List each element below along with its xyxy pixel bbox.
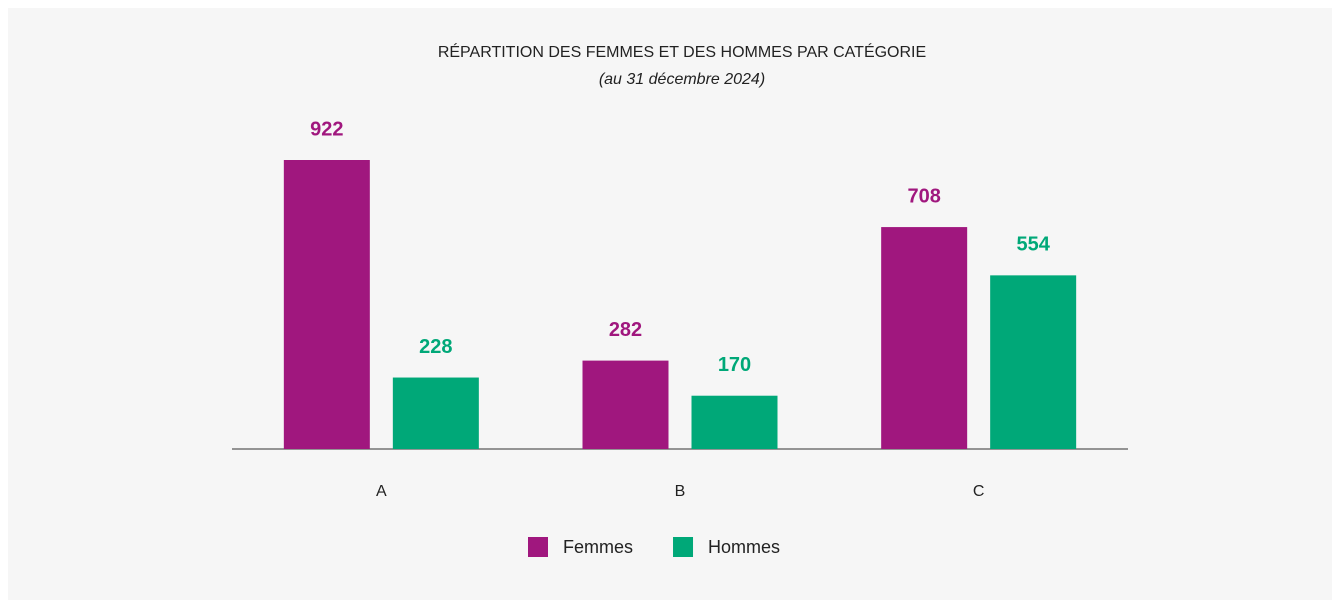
x-tick-label: C [973, 483, 985, 500]
panel [8, 8, 1332, 600]
data-label: 282 [609, 319, 642, 341]
bar [392, 377, 479, 449]
legend-swatch [673, 537, 694, 557]
data-label: 708 [907, 185, 940, 207]
data-label: 170 [718, 354, 751, 376]
data-label: 554 [1016, 234, 1050, 256]
x-tick-label: B [675, 483, 686, 500]
chart-subtitle: (au 31 décembre 2024) [599, 71, 765, 88]
bar [990, 275, 1077, 449]
bar [881, 227, 968, 449]
bar [691, 395, 778, 449]
chart-title: RÉPARTITION DES FEMMES ET DES HOMMES PAR… [438, 42, 926, 61]
legend-label: Hommes [708, 537, 780, 557]
data-label: 922 [310, 118, 343, 140]
bar [283, 160, 370, 449]
legend-label: Femmes [563, 537, 633, 557]
bar [582, 360, 669, 449]
data-label: 228 [419, 336, 452, 358]
legend-swatch [528, 537, 548, 557]
x-tick-label: A [376, 483, 387, 500]
